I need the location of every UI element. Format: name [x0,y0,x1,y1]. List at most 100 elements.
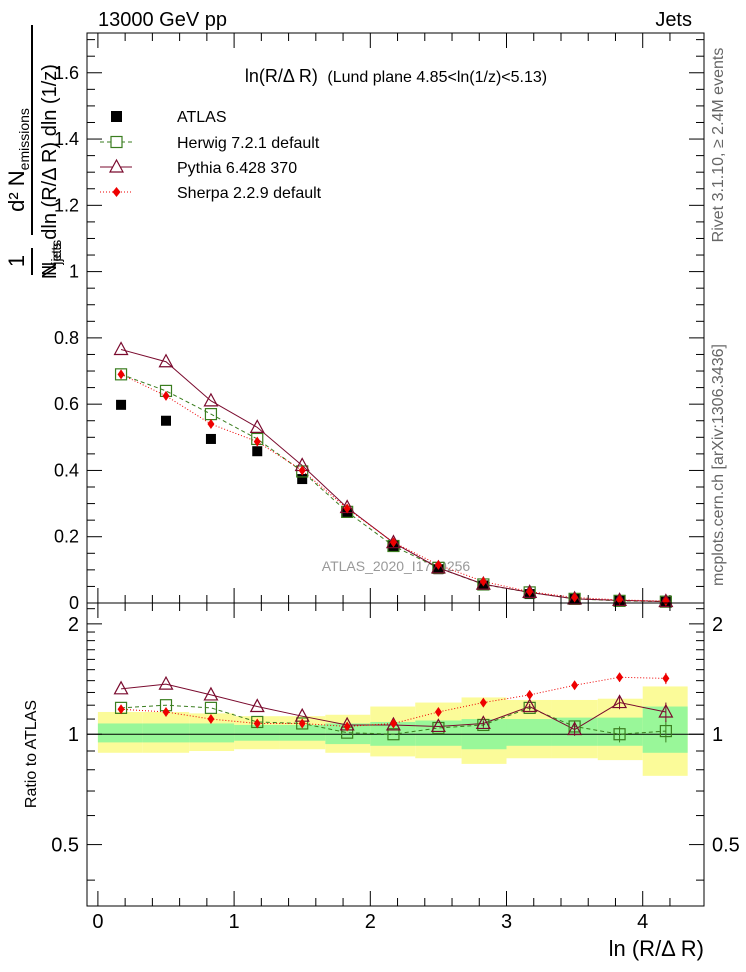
sherpa-ratio-point [434,706,442,717]
legend-item-sherpa: Sherpa 2.2.9 default [100,185,322,202]
legend-herwig-label: Herwig 7.2.1 default [177,135,320,152]
pythia-ratio-point [522,698,538,713]
sherpa-point [571,592,579,603]
main-ytick-label: 0.8 [54,328,79,348]
main-ytick-label: 0.2 [54,527,79,547]
sherpa-ratio-point [662,673,670,684]
band-inner-bin [506,719,552,746]
ratio-uncertainty-bands [97,686,688,776]
band-inner-bin [189,723,235,743]
sherpa-point [526,586,534,597]
legend-item-pythia: Pythia 6.428 370 [100,158,297,177]
legend-item-atlas: ATLAS [111,109,227,126]
sherpa-ratio-point [253,718,261,729]
sherpa-ratio-point [389,718,397,729]
pythia-point [430,559,446,574]
herwig-ratio-point [613,728,626,741]
main-ytick-label: 1.2 [54,195,79,215]
ratio-ytick-label-right: 2 [712,614,723,636]
rivet-label: Rivet 3.1.10, ≥ 2.4M events [710,48,727,243]
legend-atlas-marker [111,111,122,122]
header-right: Jets [655,9,692,31]
legend-sherpa-label: Sherpa 2.2.9 default [177,185,322,202]
herwig-ratio-point [204,701,218,714]
pythia-point [612,592,628,607]
atlas-point [252,446,263,457]
ratio-ytick-label-right: 0.5 [712,835,740,857]
pythia-ratio-point [475,715,491,730]
pythia-ratio-point [430,718,446,733]
ratio-y-axis: 0.5 0.5 1 1 2 2 [51,608,740,881]
legend-pythia-label: Pythia 6.428 370 [177,160,297,177]
plot-title: ln(R/Δ R) (Lund plane 4.85<ln(1/z)<5.13) [245,66,547,86]
sherpa-ratio-point [616,672,624,683]
legend-herwig-marker [110,135,123,149]
sherpa-ratio-point [117,704,125,715]
pythia-ratio-point [385,716,401,731]
legend-item-herwig: Herwig 7.2.1 default [100,135,320,152]
band-inner-bin [597,717,643,746]
ratio-ylabel: Ratio to ATLAS [23,700,40,808]
sherpa-ratio-point [298,718,306,729]
sherpa-point [207,419,215,430]
plot-title-sub: (Lund plane 4.85<ln(1/z)<5.13) [327,69,547,86]
sherpa-point [343,503,351,514]
band-inner-bin [234,724,280,741]
ylabel-one: 1 [4,255,29,267]
pythia-point [658,593,674,608]
sherpa-point [434,559,442,570]
pythia-point [249,419,265,433]
atlas-point [205,433,216,444]
herwig-ratio-point [387,728,400,741]
band-inner-bin [279,724,326,741]
ratio-panel: 0.5 0.5 1 1 2 2 0 1 2 3 4 Ratio to ATLAS ln (R/Δ … [23,602,740,961]
main-ytick-label: 0 [69,593,79,613]
ylabel-numerator: d² Nemissions [4,108,32,212]
band-inner-bin [142,723,190,743]
pythia-point [203,392,219,407]
atlas-point [297,474,308,485]
pythia-point [475,575,491,590]
sherpa-ratio-point [526,689,534,700]
sherpa-point [616,594,624,605]
xtick-label: 3 [501,911,512,933]
legend-sherpa-marker [112,187,121,197]
xtick-label: 0 [92,911,103,933]
sherpa-ratio-point [479,697,487,708]
ratio-series-points [113,672,674,743]
pythia-ratio-point [658,703,674,718]
ratio-x-axis: 0 1 2 3 4 [92,603,671,933]
main-ytick-label: 1.6 [54,63,79,83]
pythia-ratio-point [612,694,628,709]
main-ytick-label: 0.4 [54,460,79,480]
sherpa-ratio-point [162,706,170,717]
sherpa-point [162,390,170,401]
pythia-point [158,353,174,368]
pythia-point [385,534,401,549]
sherpa-point [298,465,306,476]
main-series-points [113,341,674,608]
legend-pythia-marker [108,158,125,173]
main-ytick-label: 1 [69,262,79,282]
sherpa-point [389,537,397,548]
band-inner-bin [97,723,143,743]
herwig-ratio-point [477,718,490,732]
main-panel: 00.20.40.60.811.21.41.6 ATLAS_2020_I1790… [4,25,705,613]
xtick-label: 4 [637,911,648,933]
pythia-ratio-point [203,686,219,701]
pythia-point [113,341,129,356]
xtick-label: 2 [365,911,376,933]
atlas-point [160,415,171,426]
ratio-ytick-label-right: 1 [712,724,723,746]
sherpa-point [662,596,670,607]
mcplots-label: mcplots.cern.ch [arXiv:1306.3436] [710,344,727,586]
sherpa-ratio-point [571,680,579,691]
ratio-ytick-label: 1 [68,724,79,746]
sherpa-ratio-point [343,721,351,732]
herwig-ratio-point [523,701,536,714]
ratio-ytick-label: 2 [68,614,79,636]
pythia-ratio-point [158,675,174,690]
ylabel-denominator: Njetsdln (R/Δ R) dln (1/z) [39,64,64,276]
pythia-ratio-point [249,698,265,713]
